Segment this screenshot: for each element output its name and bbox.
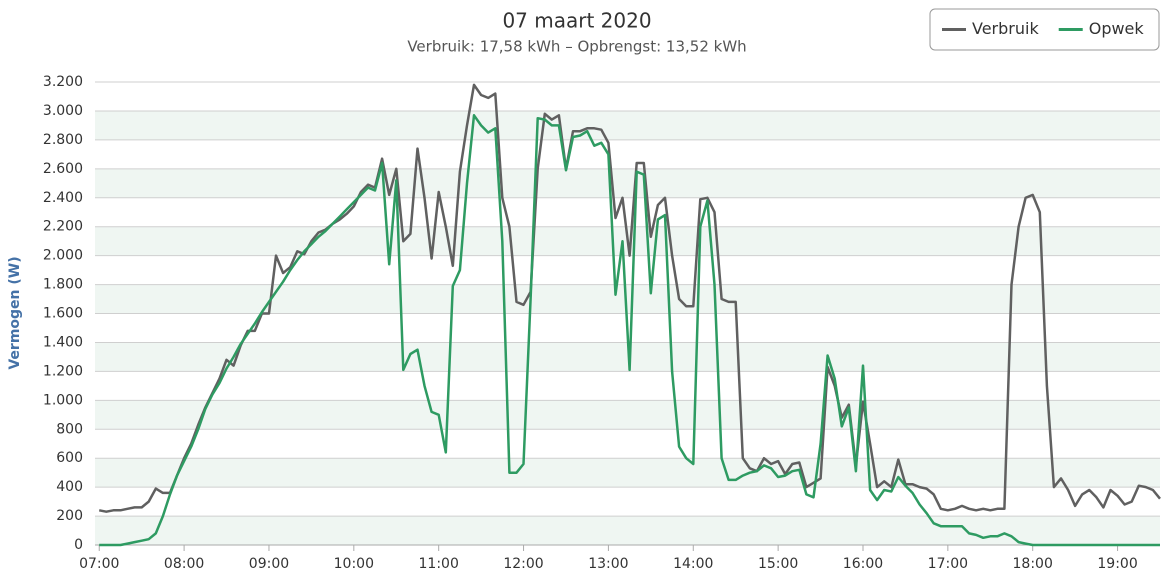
legend-label: Verbruik xyxy=(972,19,1039,38)
y-tick-label: 2.400 xyxy=(43,190,83,206)
y-tick-label: 1.800 xyxy=(43,277,83,293)
x-tick-label: 10:00 xyxy=(334,556,374,572)
y-axis-label: Vermogen (W) xyxy=(7,256,23,369)
x-tick-label: 15:00 xyxy=(758,556,798,572)
x-tick-label: 16:00 xyxy=(843,556,883,572)
y-tick-label: 600 xyxy=(56,450,83,466)
plot-band xyxy=(95,110,1160,140)
x-tick-label: 12:00 xyxy=(503,556,543,572)
legend-label: Opwek xyxy=(1089,19,1145,38)
y-tick-label: 400 xyxy=(56,479,83,495)
x-tick-label: 08:00 xyxy=(164,556,204,572)
legend-box xyxy=(929,8,1160,51)
plot-band xyxy=(95,458,1160,488)
series-line xyxy=(98,83,1161,513)
x-tick-label: 14:00 xyxy=(673,556,713,572)
y-tick-label: 1.200 xyxy=(43,363,83,379)
y-tick-label: 3.000 xyxy=(43,103,83,119)
chart-title: 07 maart 2020 xyxy=(502,9,651,33)
y-tick-label: 1.600 xyxy=(43,306,83,322)
y-tick-label: 2.000 xyxy=(43,248,83,264)
legend: Verbruik Opwek xyxy=(929,8,1160,51)
x-tick-label: 19:00 xyxy=(1097,556,1137,572)
y-tick-label: 1.400 xyxy=(43,334,83,350)
y-tick-label: 2.200 xyxy=(43,219,83,235)
y-tick-label: 2.800 xyxy=(43,132,83,148)
y-tick-label: 2.600 xyxy=(43,161,83,177)
plot-band xyxy=(95,400,1160,430)
x-tick-label: 18:00 xyxy=(1013,556,1053,572)
x-tick-label: 17:00 xyxy=(928,556,968,572)
legend-item[interactable]: Opwek xyxy=(1058,19,1145,38)
y-tick-label: 200 xyxy=(56,508,83,524)
y-tick-label: 800 xyxy=(56,421,83,437)
y-tick-label: 3.200 xyxy=(43,74,83,90)
legend-item[interactable]: Verbruik xyxy=(942,19,1039,38)
plot-band xyxy=(95,168,1160,198)
x-tick-label: 13:00 xyxy=(588,556,628,572)
x-tick-label: 07:00 xyxy=(79,556,119,572)
x-tick-label: 09:00 xyxy=(249,556,289,572)
y-tick-label: 1.000 xyxy=(43,392,83,408)
series-line xyxy=(99,114,1160,547)
plot-band xyxy=(95,516,1160,545)
x-tick-label: 11:00 xyxy=(419,556,459,572)
chart-subtitle: Verbruik: 17,58 kWh – Opbrengst: 13,52 k… xyxy=(407,38,746,56)
y-tick-label: 0 xyxy=(74,537,83,553)
